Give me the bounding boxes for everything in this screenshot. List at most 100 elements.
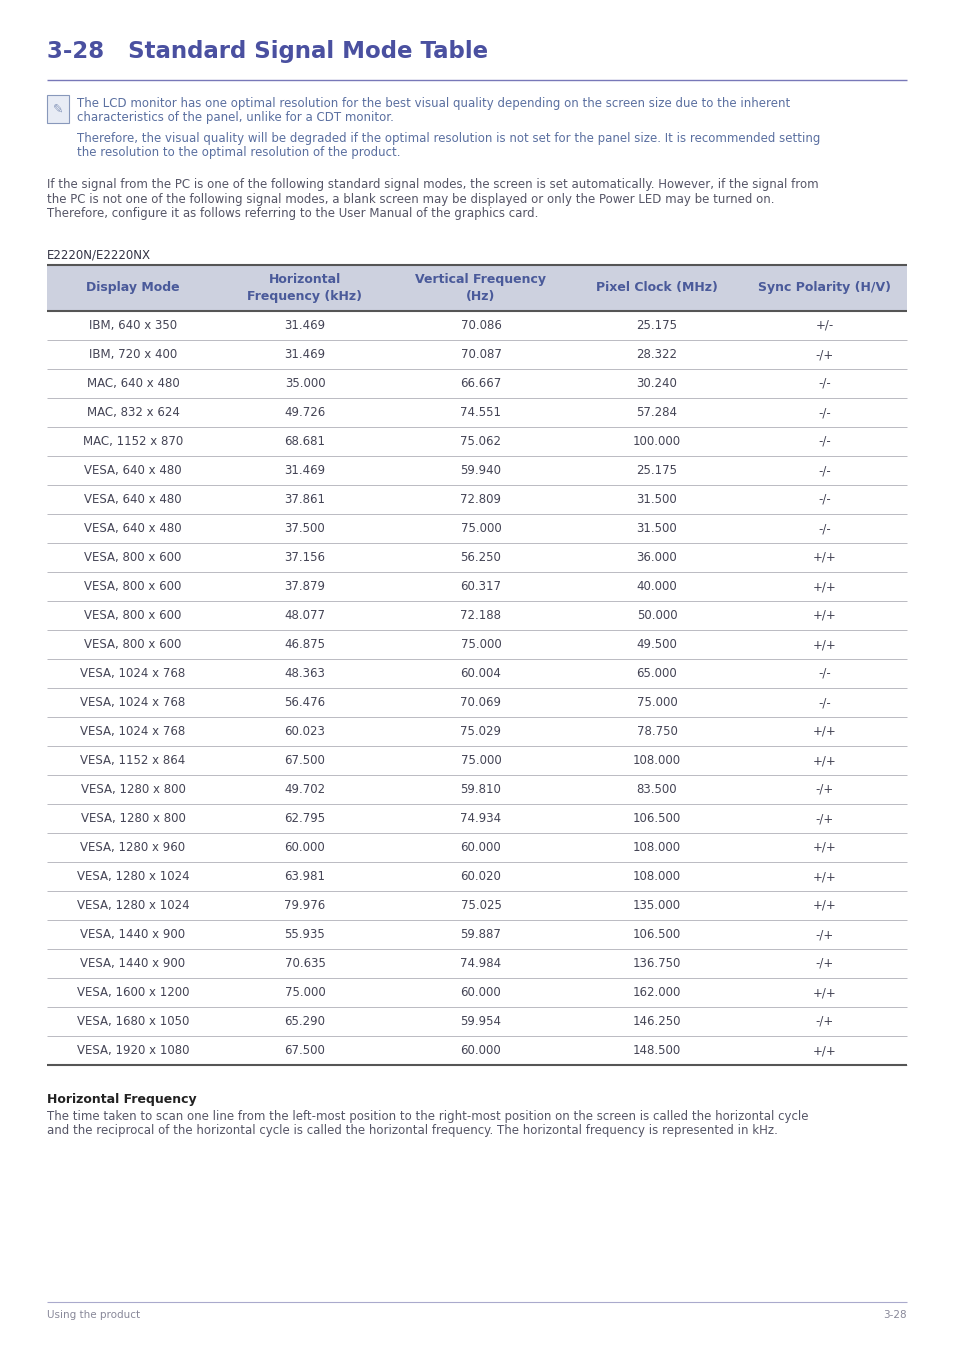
Bar [47, 659, 906, 688]
Text: 74.934: 74.934 [460, 811, 501, 825]
Bar [47, 1035, 906, 1065]
Text: 146.250: 146.250 [632, 1015, 680, 1027]
Text: and the reciprocal of the horizontal cycle is called the horizontal frequency. T: and the reciprocal of the horizontal cyc… [47, 1125, 777, 1137]
Text: 49.726: 49.726 [284, 406, 325, 418]
Text: 67.500: 67.500 [284, 755, 325, 767]
Text: 162.000: 162.000 [632, 986, 680, 999]
Text: 48.077: 48.077 [284, 609, 325, 622]
Bar [47, 688, 906, 717]
Text: 72.809: 72.809 [460, 493, 501, 506]
Bar [47, 427, 906, 456]
Text: 48.363: 48.363 [284, 667, 325, 680]
Text: -/+: -/+ [815, 348, 833, 360]
Text: MAC, 832 x 624: MAC, 832 x 624 [87, 406, 179, 418]
Text: 108.000: 108.000 [632, 869, 680, 883]
Text: IBM, 720 x 400: IBM, 720 x 400 [89, 348, 177, 360]
Text: Sync Polarity (H/V): Sync Polarity (H/V) [758, 282, 890, 294]
Bar [47, 310, 906, 340]
Text: 37.861: 37.861 [284, 493, 325, 506]
Bar [47, 775, 906, 805]
Text: 3-28   Standard Signal Mode Table: 3-28 Standard Signal Mode Table [47, 40, 488, 63]
Text: -/+: -/+ [815, 927, 833, 941]
Text: +/+: +/+ [812, 551, 836, 564]
Text: 59.954: 59.954 [460, 1015, 501, 1027]
Text: 3-28: 3-28 [882, 1310, 906, 1320]
Text: 78.750: 78.750 [636, 725, 677, 738]
Text: 49.500: 49.500 [636, 639, 677, 651]
Text: VESA, 1440 x 900: VESA, 1440 x 900 [80, 957, 186, 971]
Text: 50.000: 50.000 [636, 609, 677, 622]
Text: 30.240: 30.240 [636, 377, 677, 390]
Text: 70.087: 70.087 [460, 348, 501, 360]
Text: -/-: -/- [818, 697, 830, 709]
Text: VESA, 640 x 480: VESA, 640 x 480 [84, 493, 182, 506]
Bar [47, 977, 906, 1007]
Text: Vertical Frequency
(Hz): Vertical Frequency (Hz) [416, 273, 546, 302]
Text: If the signal from the PC is one of the following standard signal modes, the scr: If the signal from the PC is one of the … [47, 178, 818, 190]
Text: +/+: +/+ [812, 841, 836, 855]
Text: 70.069: 70.069 [460, 697, 501, 709]
Text: the PC is not one of the following signal modes, a blank screen may be displayed: the PC is not one of the following signa… [47, 193, 774, 205]
Text: VESA, 1440 x 900: VESA, 1440 x 900 [80, 927, 186, 941]
Text: 70.086: 70.086 [460, 319, 501, 332]
Text: the resolution to the optimal resolution of the product.: the resolution to the optimal resolution… [77, 146, 400, 159]
Text: +/+: +/+ [812, 869, 836, 883]
Text: -/-: -/- [818, 667, 830, 680]
Text: -/-: -/- [818, 464, 830, 477]
Bar [47, 340, 906, 369]
Text: 59.810: 59.810 [460, 783, 501, 796]
Text: 70.635: 70.635 [284, 957, 325, 971]
Text: 65.290: 65.290 [284, 1015, 325, 1027]
Text: Horizontal Frequency: Horizontal Frequency [47, 1094, 196, 1106]
Text: 60.317: 60.317 [460, 580, 501, 593]
Bar [47, 919, 906, 949]
Text: 68.681: 68.681 [284, 435, 325, 448]
Text: 56.250: 56.250 [460, 551, 501, 564]
Bar [47, 543, 906, 572]
Text: Display Mode: Display Mode [86, 282, 179, 294]
Text: -/-: -/- [818, 522, 830, 535]
Bar [47, 572, 906, 601]
Text: 75.062: 75.062 [460, 435, 501, 448]
Text: -/-: -/- [818, 493, 830, 506]
Text: 63.981: 63.981 [284, 869, 325, 883]
Bar [47, 717, 906, 747]
Text: +/+: +/+ [812, 1044, 836, 1057]
Text: 75.000: 75.000 [460, 639, 501, 651]
Bar [47, 891, 906, 919]
Text: VESA, 1920 x 1080: VESA, 1920 x 1080 [76, 1044, 189, 1057]
Bar [47, 398, 906, 427]
Text: MAC, 1152 x 870: MAC, 1152 x 870 [83, 435, 183, 448]
Text: +/+: +/+ [812, 899, 836, 913]
Text: 35.000: 35.000 [284, 377, 325, 390]
Text: 75.000: 75.000 [460, 522, 501, 535]
Text: 60.000: 60.000 [460, 841, 501, 855]
Text: 108.000: 108.000 [632, 755, 680, 767]
Bar [47, 863, 906, 891]
Bar [47, 485, 906, 514]
Bar [47, 833, 906, 863]
Text: 75.000: 75.000 [284, 986, 325, 999]
Text: 60.000: 60.000 [460, 986, 501, 999]
Text: 66.667: 66.667 [460, 377, 501, 390]
Text: 62.795: 62.795 [284, 811, 325, 825]
Text: 148.500: 148.500 [632, 1044, 680, 1057]
Text: 31.469: 31.469 [284, 348, 325, 360]
Text: VESA, 1280 x 960: VESA, 1280 x 960 [80, 841, 186, 855]
Text: 72.188: 72.188 [460, 609, 501, 622]
Text: 37.500: 37.500 [284, 522, 325, 535]
Text: 74.551: 74.551 [460, 406, 501, 418]
Text: 46.875: 46.875 [284, 639, 325, 651]
Text: VESA, 1024 x 768: VESA, 1024 x 768 [80, 697, 186, 709]
Text: 79.976: 79.976 [284, 899, 325, 913]
Text: -/+: -/+ [815, 811, 833, 825]
Text: 74.984: 74.984 [460, 957, 501, 971]
Text: 65.000: 65.000 [636, 667, 677, 680]
Text: 31.500: 31.500 [636, 522, 677, 535]
Bar [47, 265, 906, 310]
Text: VESA, 1024 x 768: VESA, 1024 x 768 [80, 667, 186, 680]
Text: 25.175: 25.175 [636, 464, 677, 477]
Text: VESA, 1280 x 800: VESA, 1280 x 800 [80, 811, 185, 825]
Text: Using the product: Using the product [47, 1310, 140, 1320]
Text: 83.500: 83.500 [636, 783, 677, 796]
